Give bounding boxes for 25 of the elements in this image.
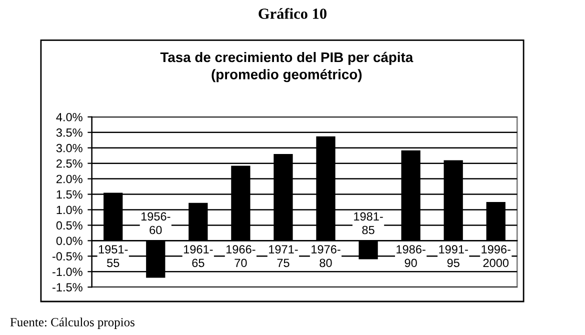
- x-tick-label: 1996- 2000: [482, 245, 510, 268]
- y-tick-label: 2.0%: [56, 174, 82, 184]
- x-tick-label: 1981- 85: [354, 212, 383, 234]
- chart-title: Gráfico 10: [258, 8, 326, 19]
- y-tick-label: -1.5%: [52, 283, 82, 292]
- x-tick-label: 1991- 95: [439, 245, 468, 268]
- y-tick-label: -0.5%: [52, 252, 82, 261]
- y-tick-label: 1.0%: [56, 206, 82, 214]
- source-note: Fuente: Cálculos propios: [10, 318, 134, 329]
- y-tick-label: 0.0%: [56, 236, 82, 246]
- x-tick-label: 1951- 55: [98, 245, 128, 268]
- y-tick-label: 2.5%: [56, 159, 82, 168]
- x-tick-label: 1976- 80: [312, 245, 340, 268]
- x-tick-label: 1986- 90: [396, 245, 426, 268]
- y-tick-label: 4.0%: [56, 112, 82, 122]
- y-tick-label: -1.0%: [52, 268, 82, 276]
- y-tick-label: 1.5%: [56, 190, 82, 199]
- y-tick-label: 3.0%: [56, 144, 82, 152]
- chart-subtitle: Tasa de crecimiento del PIB per cápita (promedio geométrico): [160, 52, 414, 82]
- x-tick-label: 1971- 75: [269, 245, 298, 268]
- x-tick-label: 1956- 60: [141, 212, 170, 234]
- x-tick-label: 1966- 70: [226, 245, 256, 268]
- y-tick-label: 0.5%: [56, 221, 82, 230]
- x-tick-label: 1961- 65: [184, 245, 213, 268]
- y-tick-label: 3.5%: [56, 128, 82, 137]
